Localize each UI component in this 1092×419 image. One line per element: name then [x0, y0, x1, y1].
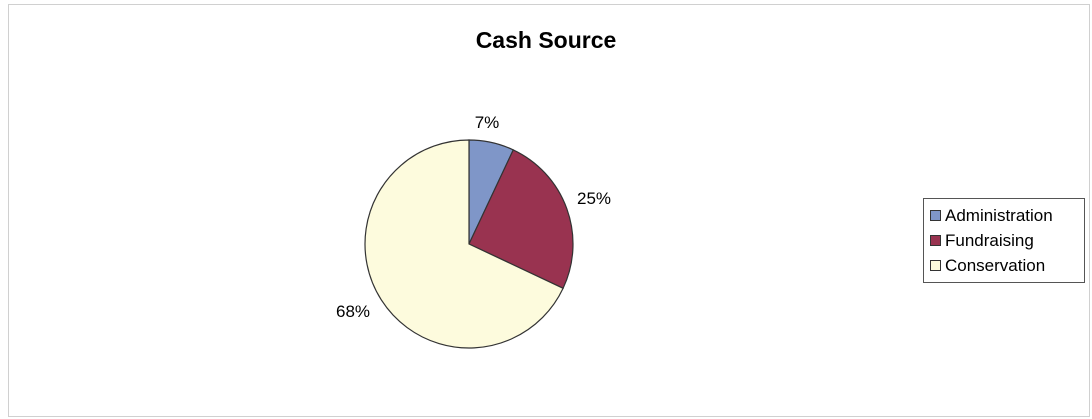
slice-label-conservation: 68%	[336, 302, 370, 321]
chart-title: Cash Source	[475, 27, 617, 53]
slice-label-administration: 7%	[475, 113, 500, 132]
legend-label-fundraising: Fundraising	[945, 230, 1034, 250]
legend-label-conservation: Conservation	[945, 255, 1046, 275]
slice-label-fundraising: 25%	[577, 189, 611, 208]
pie-slice-conservation	[364, 139, 564, 349]
legend-item-conservation: Conservation	[930, 253, 1084, 278]
legend-swatch-fundraising	[930, 235, 941, 246]
legend-label-administration: Administration	[945, 205, 1053, 225]
legend-item-fundraising: Fundraising	[930, 228, 1084, 253]
legend-swatch-conservation	[930, 260, 941, 271]
legend: Administration Fundraising Conservation	[923, 198, 1085, 283]
legend-item-administration: Administration	[930, 203, 1084, 228]
legend-swatch-administration	[930, 210, 941, 221]
pie-slice-fundraising	[468, 149, 574, 290]
